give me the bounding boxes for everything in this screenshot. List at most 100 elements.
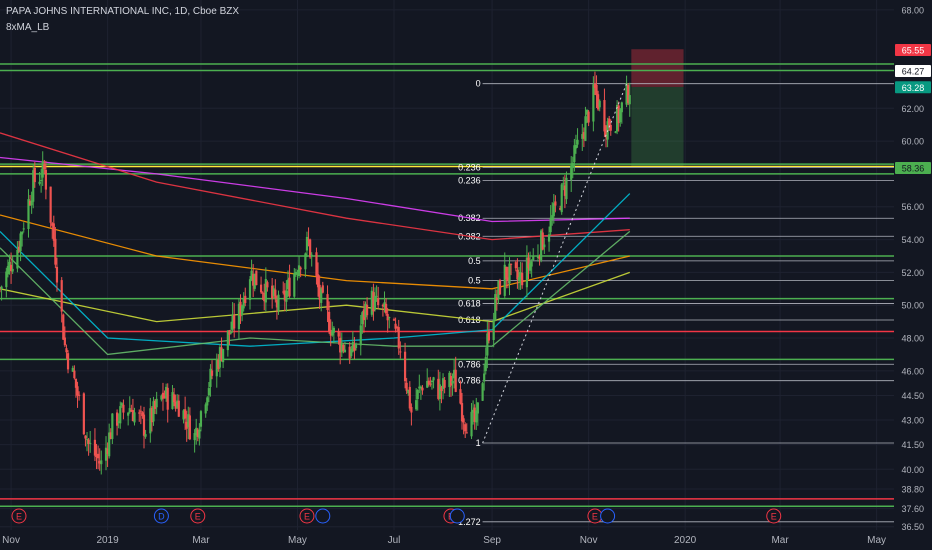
time-axis[interactable]: Nov 2019 Mar May Jul Sep Nov 2020 Mar May	[0, 530, 932, 550]
event-marker-circle	[766, 508, 782, 524]
candle-body	[263, 293, 266, 302]
candle-body	[551, 215, 554, 220]
candle-body	[233, 315, 236, 329]
candle-body	[337, 331, 340, 337]
moving-average-line	[0, 230, 631, 356]
price-tick-label: 62.00	[901, 104, 924, 114]
moving-average-line	[0, 271, 631, 323]
candle-body	[163, 396, 166, 398]
candle-body	[554, 201, 557, 206]
candle-body	[285, 290, 288, 302]
candle-body	[196, 429, 199, 437]
candle-body	[87, 439, 90, 444]
time-tick-label: 2019	[96, 535, 119, 546]
event-markers[interactable]: EDEEEEE	[11, 508, 782, 524]
fib-label: 0.786	[458, 359, 481, 369]
price-tick-label: 48.00	[901, 334, 924, 344]
candle-body	[316, 274, 320, 288]
candle-body	[350, 348, 353, 357]
candle-body	[229, 331, 233, 334]
candle-body	[615, 104, 619, 132]
candle-body	[217, 359, 220, 369]
candle-body	[443, 379, 446, 388]
candle-body	[41, 161, 44, 178]
candle-body	[362, 309, 366, 321]
candle-body	[628, 95, 631, 105]
candle-body	[74, 378, 78, 388]
candle-body	[375, 295, 378, 297]
candle-body	[294, 271, 297, 275]
candle-body	[65, 348, 68, 353]
candle-body	[144, 434, 147, 437]
candle-body	[486, 333, 489, 356]
candle-body	[386, 314, 389, 321]
candle-body	[530, 261, 533, 267]
candle-body	[177, 400, 180, 417]
candle-body	[89, 442, 92, 444]
candle-body	[351, 342, 354, 352]
candle-body	[38, 181, 41, 184]
candle-body	[538, 256, 541, 259]
candle-body	[55, 266, 59, 283]
horizontal-levels[interactable]	[0, 63, 894, 507]
candle-body	[297, 265, 301, 277]
fib-label: 1.272	[458, 517, 481, 527]
symbol-title: PAPA JOHNS INTERNATIONAL INC, 1D, Cboe B…	[6, 6, 240, 17]
price-tick-label: 36.50	[901, 522, 924, 532]
trend-line[interactable]	[482, 83, 628, 444]
candle-body	[40, 179, 43, 181]
candle-body	[525, 257, 529, 288]
event-marker-label: E	[771, 512, 777, 522]
candle-body	[166, 387, 169, 410]
event-marker-circle	[11, 508, 27, 524]
candle-body	[248, 279, 252, 301]
candle-body	[139, 410, 142, 412]
price-tick-label: 50.00	[901, 301, 924, 311]
candle-body	[498, 280, 502, 295]
candle-body	[71, 367, 74, 372]
candle-body	[361, 312, 364, 325]
candle-body	[209, 368, 212, 387]
candle-body	[8, 261, 11, 269]
fib-label: 0.786	[458, 376, 481, 386]
candle-body	[122, 404, 125, 413]
candle-body	[587, 111, 590, 123]
candle-body	[365, 304, 369, 316]
candle-body	[176, 400, 179, 408]
candle-body	[239, 301, 242, 317]
candle-body	[97, 453, 100, 459]
candle-body	[255, 270, 258, 286]
candle-body	[5, 271, 8, 288]
candle-body	[384, 303, 388, 314]
candle-body	[155, 398, 158, 408]
candle-body	[305, 236, 309, 251]
candle-body	[131, 410, 135, 421]
candle-body	[460, 403, 464, 422]
candle-body	[405, 382, 408, 391]
event-marker-label: E	[304, 512, 310, 522]
candle-body	[598, 100, 601, 108]
candle-body	[0, 286, 3, 290]
indicator-label[interactable]: 8xMA_LB	[6, 22, 50, 33]
candle-body	[552, 203, 555, 217]
candle-body	[73, 370, 76, 379]
time-tick-label: 2020	[674, 535, 697, 546]
candle-body	[84, 435, 87, 439]
position-box[interactable]	[631, 49, 684, 168]
moving-average-line	[0, 214, 630, 290]
time-tick-label: Sep	[483, 535, 501, 546]
candle-body	[120, 403, 123, 406]
candle-body	[465, 432, 468, 434]
candle-body	[309, 239, 312, 258]
candle-body	[559, 208, 562, 210]
price-axis[interactable]: 68.00 62.00 60.00 56.00 54.00 52.00 50.00 48.00…	[894, 0, 932, 550]
fib-label: 0	[476, 79, 481, 89]
candle-body	[397, 327, 400, 349]
candle-body	[609, 124, 612, 131]
candle-body	[565, 177, 568, 200]
candle-body	[299, 267, 302, 270]
candle-body	[318, 284, 321, 300]
candle-body	[261, 292, 264, 294]
price-tick-label: 56.00	[901, 202, 924, 212]
